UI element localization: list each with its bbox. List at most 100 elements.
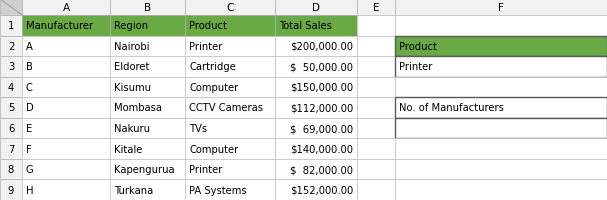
Bar [275,0,357,16]
Text: $140,000.00: $140,000.00 [290,144,353,154]
Text: Computer: Computer [189,83,239,92]
Bar [395,159,607,180]
Bar [22,139,110,159]
Text: Printer: Printer [399,62,432,72]
Text: $  50,000.00: $ 50,000.00 [290,62,353,72]
Text: No. of Manufacturers: No. of Manufacturers [399,103,504,113]
Bar [110,98,185,118]
Text: F: F [26,144,32,154]
Bar [395,16,607,36]
Text: 2: 2 [8,42,14,52]
Bar [0,159,22,180]
Text: B: B [26,62,33,72]
Bar [0,118,22,139]
Text: 1: 1 [8,21,14,31]
Bar [395,98,607,118]
Text: F: F [498,3,504,13]
Text: 9: 9 [8,185,14,195]
Text: A: A [63,3,70,13]
Text: Computer: Computer [189,144,239,154]
Bar [22,118,110,139]
Bar [395,57,607,77]
Bar [395,36,607,57]
Text: TVs: TVs [189,123,207,133]
Text: 8: 8 [8,164,14,174]
Bar [275,98,357,118]
Bar [110,36,185,57]
Bar [185,139,275,159]
Bar [185,118,275,139]
Text: Mombasa: Mombasa [114,103,162,113]
Bar [0,139,22,159]
Bar [357,98,395,118]
Text: $  69,000.00: $ 69,000.00 [290,123,353,133]
Bar [0,36,22,57]
Text: $200,000.00: $200,000.00 [290,42,353,52]
Bar [275,57,357,77]
Text: Eldoret: Eldoret [114,62,149,72]
Text: $152,000.00: $152,000.00 [290,185,353,195]
Bar [185,180,275,200]
Bar [110,159,185,180]
Bar [395,139,607,159]
Text: Product: Product [399,42,437,52]
Text: Printer: Printer [189,164,222,174]
Text: Printer: Printer [189,42,222,52]
Bar [0,16,22,36]
Bar [395,118,607,139]
Text: A: A [26,42,33,52]
Bar [275,118,357,139]
Text: E: E [373,3,379,13]
Bar [185,16,275,36]
Bar [357,0,395,16]
Text: G: G [26,164,34,174]
Text: 4: 4 [8,83,14,92]
Text: Product: Product [189,21,227,31]
Text: 5: 5 [8,103,14,113]
Bar [22,180,110,200]
Bar [357,159,395,180]
Bar [275,36,357,57]
Bar [0,57,22,77]
Bar [110,57,185,77]
Text: C: C [226,3,234,13]
Bar [110,16,185,36]
Text: D: D [26,103,34,113]
Text: Kisumu: Kisumu [114,83,151,92]
Bar [357,57,395,77]
Text: Nakuru: Nakuru [114,123,150,133]
Bar [275,16,357,36]
Text: Kapengurua: Kapengurua [114,164,175,174]
Bar [110,139,185,159]
Bar [110,77,185,98]
Text: Manufacturer: Manufacturer [26,21,93,31]
Text: H: H [26,185,33,195]
Bar [185,57,275,77]
Bar [110,180,185,200]
Bar [357,180,395,200]
Text: Kitale: Kitale [114,144,143,154]
Bar [22,16,110,36]
Bar [110,0,185,16]
Text: $  82,000.00: $ 82,000.00 [290,164,353,174]
Bar [275,159,357,180]
Bar [185,98,275,118]
Bar [357,139,395,159]
Bar [395,0,607,16]
Bar [357,77,395,98]
Text: Region: Region [114,21,148,31]
Bar [0,180,22,200]
Bar [22,77,110,98]
Bar [357,118,395,139]
Bar [22,98,110,118]
Bar [275,139,357,159]
Text: PA Systems: PA Systems [189,185,246,195]
Text: CCTV Cameras: CCTV Cameras [189,103,263,113]
Text: C: C [26,83,33,92]
Text: $150,000.00: $150,000.00 [290,83,353,92]
Bar [395,180,607,200]
Bar [275,180,357,200]
Bar [22,0,110,16]
Bar [110,118,185,139]
Bar [0,98,22,118]
